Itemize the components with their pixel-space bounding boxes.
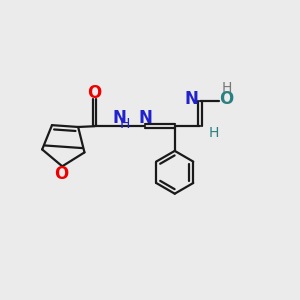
Text: H: H — [222, 82, 232, 95]
Text: O: O — [87, 84, 102, 102]
Text: H: H — [120, 117, 130, 131]
Text: O: O — [220, 91, 234, 109]
Text: N: N — [185, 91, 199, 109]
Text: N: N — [113, 109, 127, 127]
Text: O: O — [55, 165, 69, 183]
Text: H: H — [208, 126, 219, 140]
Text: N: N — [138, 109, 152, 127]
